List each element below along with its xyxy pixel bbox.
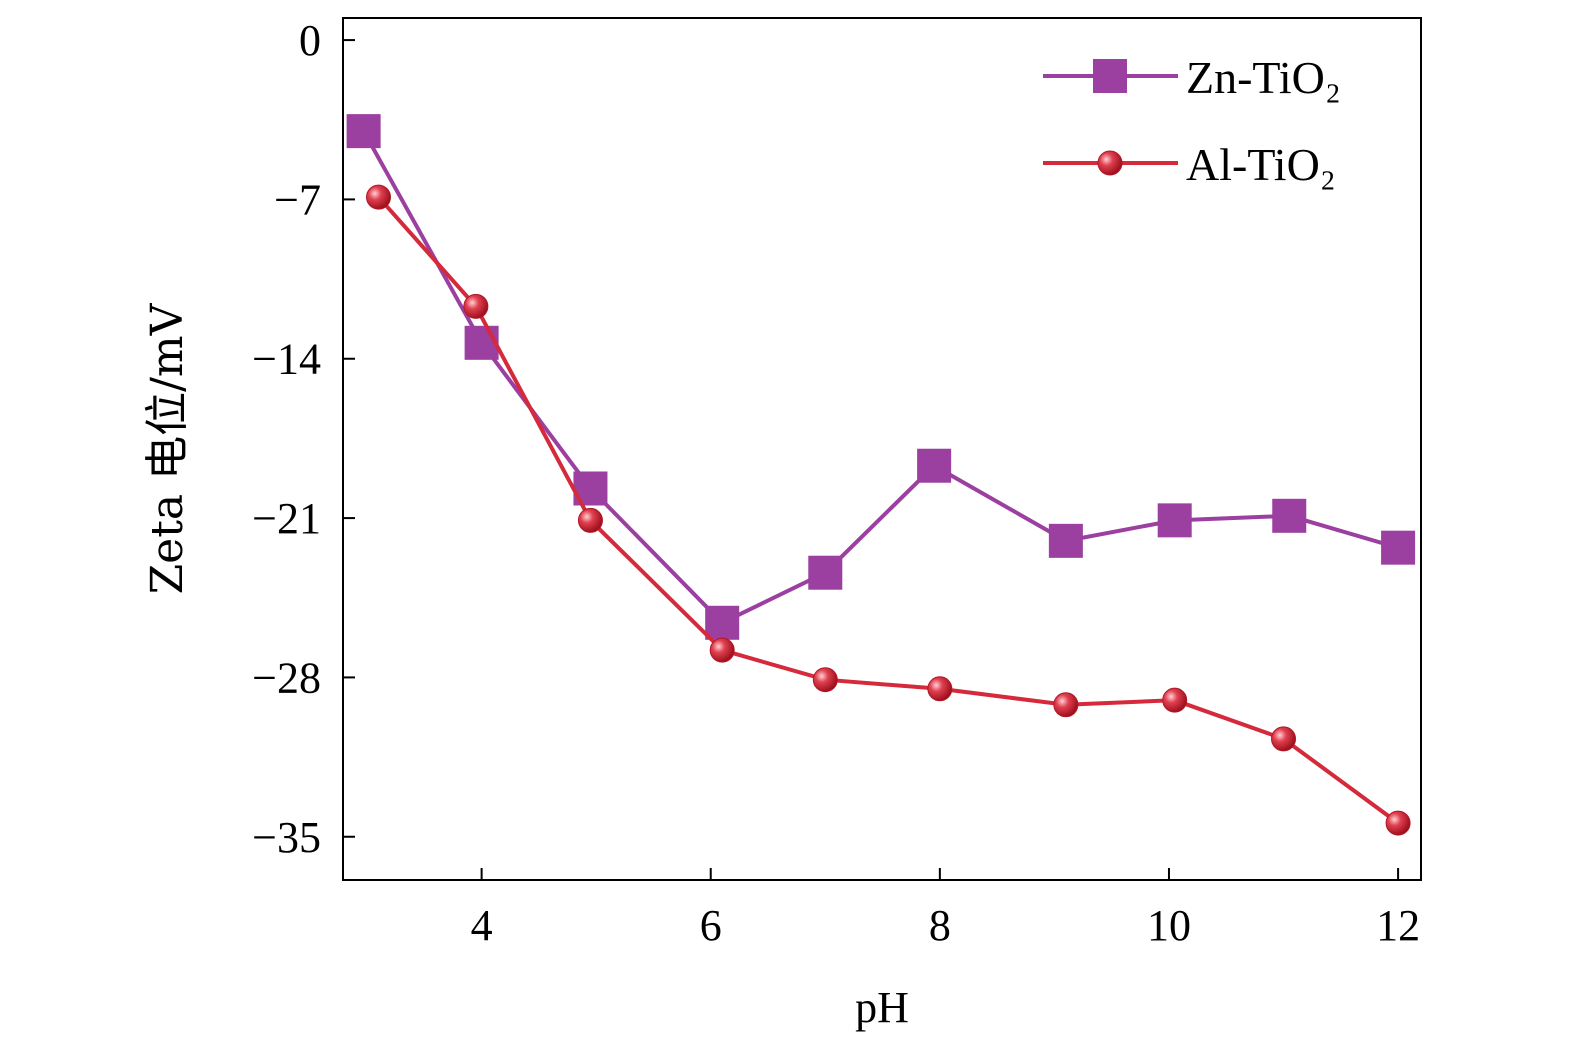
series-al-tio2 xyxy=(366,184,1411,836)
data-point xyxy=(705,605,740,640)
series-zn-tio2 xyxy=(346,114,1416,640)
data-point xyxy=(1385,810,1411,836)
data-point xyxy=(1053,692,1079,718)
data-point xyxy=(366,184,392,210)
data-point xyxy=(463,293,489,319)
y-tick-label: −21 xyxy=(252,494,321,543)
data-point xyxy=(1157,503,1192,538)
data-point xyxy=(812,667,838,693)
data-point xyxy=(808,555,843,590)
legend-label: Zn-TiO₂ xyxy=(1186,52,1341,103)
x-tick-label: 6 xyxy=(700,901,722,950)
data-point xyxy=(927,676,953,702)
data-point xyxy=(1272,498,1307,533)
data-point xyxy=(1271,726,1297,752)
data-point xyxy=(1048,523,1083,558)
legend-marker xyxy=(1093,59,1127,93)
legend-entry: Al-TiO₂ xyxy=(1043,139,1336,190)
data-point xyxy=(346,114,381,149)
legend: Zn-TiO₂ Al-TiO₂ xyxy=(1043,52,1341,190)
legend-label: Al-TiO₂ xyxy=(1186,139,1336,190)
series-line xyxy=(377,195,1400,825)
x-axis-label: pH xyxy=(855,983,909,1032)
data-point xyxy=(1162,687,1188,713)
x-tick-label: 8 xyxy=(929,901,951,950)
y-axis-label: Zeta 电位/mV xyxy=(142,302,193,594)
data-point xyxy=(709,637,735,663)
x-tick-label: 10 xyxy=(1147,901,1191,950)
data-point xyxy=(464,325,499,360)
x-tick-label: 4 xyxy=(471,901,493,950)
y-tick-label: −14 xyxy=(252,335,321,384)
y-tick-label: −35 xyxy=(252,813,321,862)
series-line xyxy=(361,130,1399,626)
y-tick-label: −7 xyxy=(274,175,321,224)
y-tick-label: −28 xyxy=(252,653,321,702)
plot-frame xyxy=(342,17,1422,881)
data-point xyxy=(577,507,603,533)
data-point xyxy=(917,448,952,483)
data-point xyxy=(1381,530,1416,565)
x-tick-label: 12 xyxy=(1376,901,1420,950)
legend-entry: Zn-TiO₂ xyxy=(1043,52,1341,103)
legend-marker xyxy=(1097,150,1123,176)
y-tick-label: 0 xyxy=(299,16,321,65)
